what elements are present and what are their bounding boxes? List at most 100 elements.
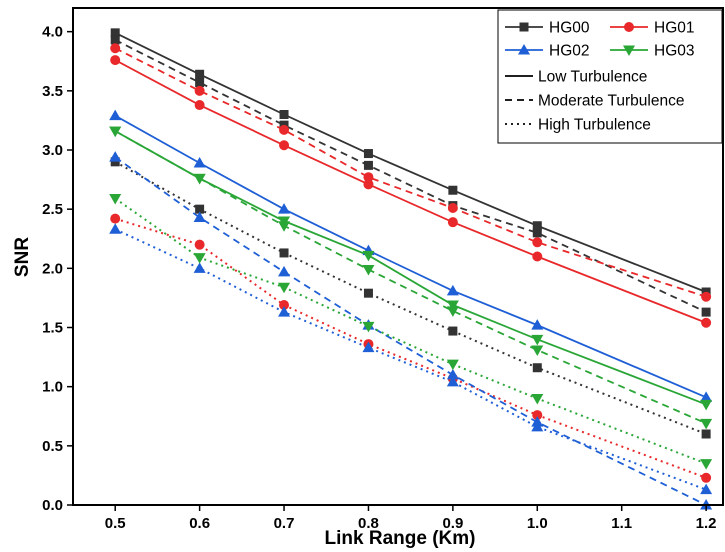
- y-tick-label: 0.0: [42, 497, 63, 514]
- hg03-high-point: [278, 282, 291, 294]
- hg00-moderate-point: [195, 78, 205, 88]
- hg00-high-point: [701, 429, 711, 439]
- hg00-low-point: [448, 185, 458, 195]
- hg02-high-point: [109, 223, 122, 234]
- hg01-high-point: [110, 213, 121, 224]
- hg03-high-point: [700, 459, 713, 470]
- hg00-moderate-point: [110, 35, 120, 45]
- y-tick-label: 4.0: [42, 24, 63, 41]
- hg03-high-point: [362, 321, 375, 333]
- hg02-low-point: [193, 157, 206, 168]
- hg02-high-point: [446, 375, 459, 387]
- hg00-low-point: [110, 28, 120, 38]
- x-tick-label: 0.8: [358, 515, 379, 532]
- x-tick-label: 0.6: [189, 515, 210, 532]
- hg01-low-point: [279, 140, 290, 151]
- hg03-high-point: [531, 394, 544, 405]
- x-tick-label: 1.0: [527, 515, 548, 532]
- hg01-high-point: [279, 300, 290, 311]
- hg02-low-point: [278, 203, 291, 214]
- y-axis-title: SNR: [12, 237, 33, 277]
- hg00-high-point: [195, 204, 205, 214]
- hg02-moderate-point: [278, 265, 291, 277]
- legend-label: Low Turbulence: [538, 69, 647, 86]
- hg00-high-point: [532, 363, 542, 373]
- hg03-low-point: [531, 334, 544, 346]
- legend-item-moderate-turbulence: Moderate Turbulence: [505, 93, 684, 110]
- hg01-low-point: [447, 217, 458, 228]
- legend-marker: [518, 44, 530, 55]
- legend-marker: [624, 22, 634, 32]
- legend-label: HG01: [654, 20, 695, 37]
- hg01-low-point: [110, 55, 121, 66]
- y-axis: 0.0 0.5 1.0 1.5 2.0 2.5 3.0 3.5 4.0: [42, 24, 73, 514]
- hg03-moderate-point: [446, 306, 459, 317]
- x-tick-label: 1.1: [611, 515, 632, 532]
- hg03-low-point: [362, 250, 375, 262]
- hg02-low-point: [531, 319, 544, 330]
- legend-label: Moderate Turbulence: [538, 93, 684, 110]
- hg02-high-point: [531, 420, 544, 432]
- legend-item-hg01: HG01: [610, 20, 695, 37]
- hg02-low-point: [700, 391, 713, 402]
- legend-item-high-turbulence: High Turbulence: [505, 117, 651, 134]
- hg02-high-point: [362, 341, 375, 353]
- y-tick-label: 2.5: [42, 201, 63, 218]
- hg03-low-point: [446, 300, 459, 312]
- x-tick-label: 0.7: [274, 515, 295, 532]
- hg00-moderate-point: [532, 228, 542, 238]
- hg03-high-point: [109, 194, 122, 205]
- hg01-low-point: [363, 179, 374, 190]
- hg01-low-point: [194, 100, 205, 111]
- hg01-high-point: [194, 239, 205, 250]
- y-tick-label: 1.0: [42, 379, 63, 396]
- hg02-moderate-point: [109, 151, 122, 162]
- legend: HG00 HG01 HG02 HG03 Low Turbulence Moderate …: [497, 9, 723, 144]
- hg00-moderate-point: [701, 307, 711, 317]
- x-tick-label: 0.5: [105, 515, 126, 532]
- hg03-high-point: [193, 253, 206, 264]
- hg00-low-point: [363, 149, 373, 159]
- hg01-moderate-point: [532, 237, 543, 248]
- x-axis-title: Link Range (Km): [325, 528, 476, 549]
- hg02-moderate-point: [193, 211, 206, 222]
- hg02-high-point: [193, 262, 206, 273]
- legend-item-hg02: HG02: [505, 43, 590, 60]
- hg01-moderate-point: [110, 43, 121, 54]
- hg01-moderate-point: [194, 85, 205, 96]
- hg03-moderate-point: [193, 173, 206, 185]
- hg00-low-point: [532, 221, 542, 231]
- legend-item-low-turbulence: Low Turbulence: [505, 69, 647, 86]
- x-tick-label: 0.9: [442, 515, 463, 532]
- hg03-moderate-point: [531, 345, 544, 356]
- hg03-moderate-point: [362, 265, 375, 276]
- y-tick-label: 1.5: [42, 320, 63, 337]
- legend-label: HG02: [549, 43, 590, 60]
- x-axis: 0.5 0.6 0.7 0.8 0.9 1.0 1.1 1.2: [105, 505, 717, 532]
- x-tick-label: 1.2: [696, 515, 717, 532]
- hg00-high-point: [110, 157, 120, 167]
- legend-item-hg00: HG00: [505, 20, 590, 37]
- legend-item-hg03: HG03: [610, 43, 695, 60]
- y-tick-label: 0.5: [42, 438, 63, 455]
- hg02-high-point: [278, 306, 291, 317]
- hg01-moderate-point: [447, 202, 458, 213]
- legend-box: [497, 9, 723, 144]
- legend-label: HG03: [654, 43, 695, 60]
- hg01-low-point: [701, 317, 712, 328]
- hg03-high-line: [114, 197, 707, 465]
- hg00-high-point: [448, 326, 458, 336]
- hg01-moderate-point: [363, 172, 374, 183]
- y-tick-label: 3.5: [42, 83, 63, 100]
- legend-marker: [623, 45, 635, 56]
- hg01-low-point: [532, 251, 543, 262]
- hg01-moderate-point: [701, 291, 712, 302]
- y-tick-label: 2.0: [42, 260, 63, 277]
- hg03-low-point: [700, 399, 713, 411]
- hg02-low-point: [446, 284, 459, 296]
- marker-layer: [109, 28, 713, 510]
- hg02-moderate-point: [446, 368, 459, 380]
- hg03-moderate-point: [278, 221, 291, 232]
- hg01-high-point: [532, 410, 543, 421]
